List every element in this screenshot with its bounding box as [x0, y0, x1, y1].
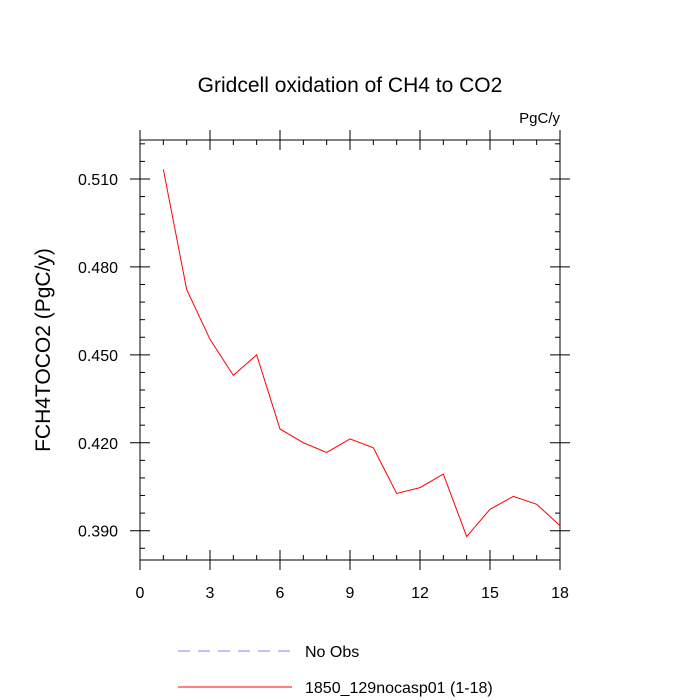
x-tick-label: 9 — [346, 585, 355, 602]
x-tick-label: 15 — [481, 585, 499, 602]
y-tick-label: 0.390 — [78, 524, 118, 541]
series-line — [162, 169, 561, 538]
units-label: PgC/y — [519, 110, 560, 127]
x-tick-label: 12 — [411, 585, 429, 602]
y-axis-label: FCH4TOCO2 (PgC/y) — [32, 248, 55, 452]
plot-frame — [139, 139, 561, 561]
x-tick-label: 0 — [136, 585, 145, 602]
x-tick-label: 3 — [206, 585, 215, 602]
chart-title: Gridcell oxidation of CH4 to CO2 — [198, 74, 503, 97]
axis-tick-labels: 0 3 6 9 12 15 18 0.390 0.420 0.450 0.480 0.510 — [78, 172, 569, 602]
x-tick-label: 18 — [551, 585, 569, 602]
series-group — [162, 169, 561, 538]
x-tick-label: 6 — [276, 585, 285, 602]
legend: No Obs 1850_129nocasp01 (1-18) — [178, 644, 493, 697]
y-tick-label: 0.450 — [78, 348, 118, 365]
legend-label: 1850_129nocasp01 (1-18) — [305, 680, 493, 697]
y-tick-label: 0.420 — [78, 436, 118, 453]
y-tick-label: 0.480 — [78, 260, 118, 277]
legend-label: No Obs — [305, 644, 359, 661]
y-tick-label: 0.510 — [78, 172, 118, 189]
axis-ticks — [130, 130, 570, 570]
